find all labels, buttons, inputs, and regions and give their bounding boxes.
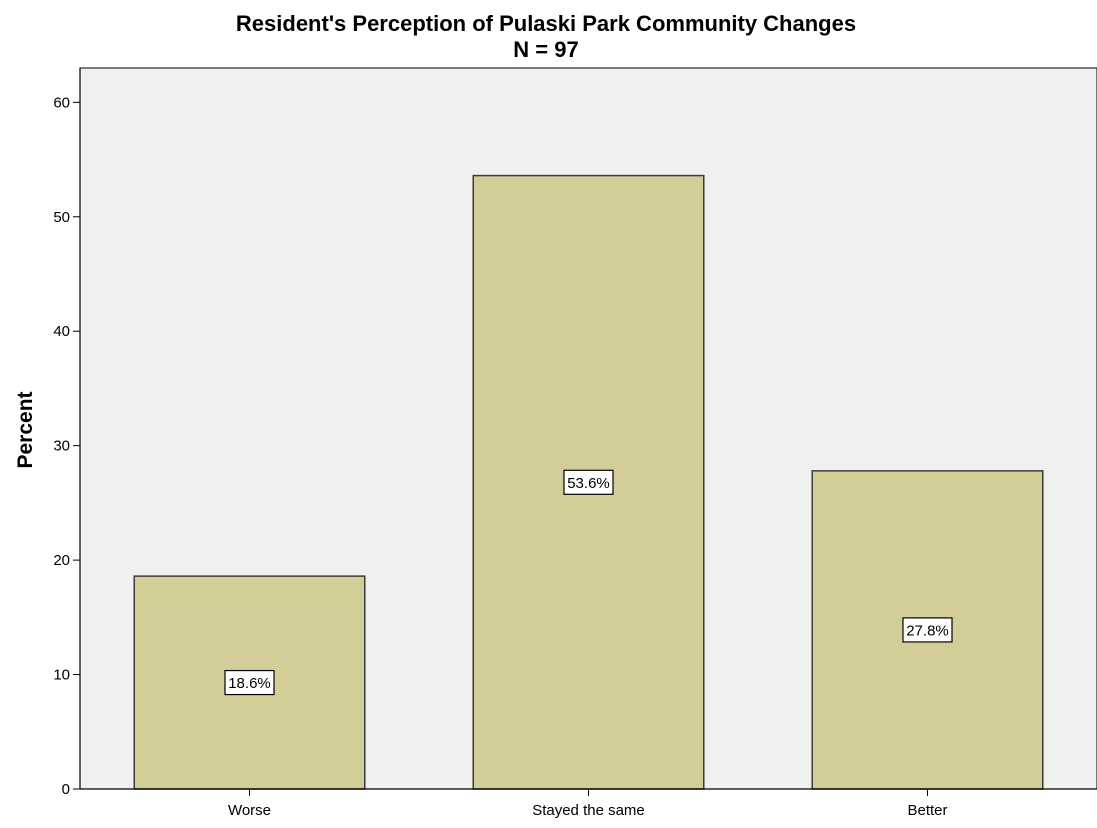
chart-subtitle: N = 97 — [513, 37, 578, 62]
data-label-box — [224, 669, 275, 696]
data-labels-group: 18.6% 53.6% 27.8% — [224, 469, 953, 696]
x-tick-label: Worse — [228, 802, 271, 819]
y-tick-label: 40 — [53, 323, 70, 340]
y-tick-label: 20 — [53, 552, 70, 569]
y-tick-label: 60 — [53, 94, 70, 111]
x-tick-label: Stayed the same — [532, 802, 645, 819]
data-label: 27.8% — [906, 622, 949, 639]
y-tick-label: 10 — [53, 667, 70, 684]
data-label-box — [563, 469, 614, 495]
y-ticks-group: 0 10 20 30 40 50 60 — [53, 94, 80, 798]
chart-title: Resident's Perception of Pulaski Park Co… — [236, 11, 856, 36]
y-axis-label: Percent — [14, 391, 37, 468]
x-ticks-group: Worse Stayed the same Better — [228, 789, 948, 819]
y-tick-label: 0 — [62, 781, 70, 798]
data-label: 18.6% — [228, 675, 271, 692]
data-label-box — [902, 617, 953, 643]
x-tick-label: Better — [907, 802, 947, 819]
y-tick-label: 50 — [53, 209, 70, 226]
data-label: 53.6% — [567, 475, 610, 492]
y-tick-label: 30 — [53, 438, 70, 455]
